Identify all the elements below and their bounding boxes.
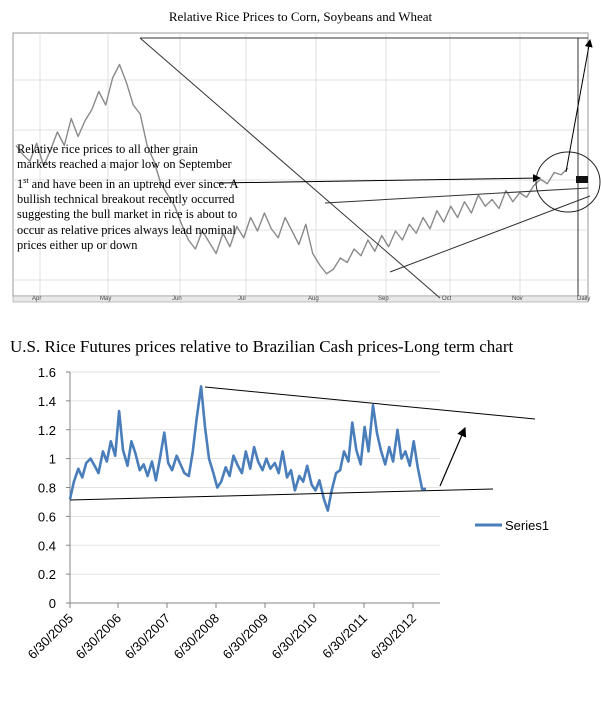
chart1-annotation: Relative rice prices to all other grain … bbox=[17, 142, 239, 253]
chart2-title: U.S. Rice Futures prices relative to Bra… bbox=[10, 337, 514, 356]
chart2-x-tick-label: 6/30/2008 bbox=[171, 611, 223, 663]
chart1-annotation-arrow bbox=[217, 174, 541, 184]
chart2-y-tick-label: 0.2 bbox=[38, 567, 56, 582]
chart2-legend-label: Series1 bbox=[505, 518, 549, 533]
chart2-y-tick-label: 0.4 bbox=[38, 538, 56, 553]
chart2-y-tick-label: 1.6 bbox=[38, 365, 56, 380]
chart2-y-tick-label: 0.6 bbox=[38, 509, 56, 524]
chart1-frame bbox=[12, 32, 589, 297]
chart2-y-tick-label: 1.4 bbox=[38, 394, 56, 409]
chart1-tick-label: Apr bbox=[32, 296, 41, 302]
annotation-text-end: and have been in an uptrend ever since. … bbox=[17, 176, 238, 252]
chart2-y-tick-label: 0 bbox=[49, 596, 56, 611]
annotation-superscript: st bbox=[23, 175, 29, 185]
chart1-tick-label: Nov bbox=[512, 296, 523, 302]
chart2-x-tick-label: 6/30/2010 bbox=[269, 611, 321, 663]
chart1-value-box bbox=[576, 176, 588, 183]
chart2-y-tick-label: 1.2 bbox=[38, 423, 56, 438]
chart1-tick-label: Daily bbox=[577, 296, 590, 302]
chart1-tick-label: Jul bbox=[238, 296, 246, 302]
chart2-x-tick-label: 6/30/2006 bbox=[73, 611, 125, 663]
chart1-tick-label: Sep bbox=[378, 296, 389, 302]
chart2-upper-trendline bbox=[204, 386, 536, 420]
chart2-x-tick-label: 6/30/2012 bbox=[368, 611, 420, 663]
chart2-y-tick-label: 0.8 bbox=[38, 481, 56, 496]
chart1-svg: Apr May Jun Jul Aug Sep Oct Nov Daily bbox=[12, 32, 601, 303]
chart2-lower-trendline bbox=[69, 488, 494, 501]
chart1-tick-label: May bbox=[100, 296, 111, 302]
chart1-uptrend-line bbox=[389, 195, 591, 273]
chart2-x-tick-label: 6/30/2007 bbox=[122, 611, 174, 663]
chart1-tick-label: Oct bbox=[442, 296, 452, 302]
chart2-x-tick-label: 6/30/2009 bbox=[220, 611, 272, 663]
chart1-resistance-line bbox=[324, 187, 589, 204]
annotation-text-start: Relative rice prices to all other grain … bbox=[17, 142, 232, 191]
chart2-series-line bbox=[68, 385, 426, 512]
chart1-price-line bbox=[15, 63, 569, 275]
chart1-tick-label: Aug bbox=[308, 296, 319, 302]
chart1-title: Relative Rice Prices to Corn, Soybeans a… bbox=[168, 9, 433, 24]
chart1-downtrend-line bbox=[139, 37, 441, 299]
chart2-y-tick-label: 1 bbox=[49, 452, 56, 467]
chart1-axis-band bbox=[12, 295, 589, 303]
chart2-x-tick-label: 6/30/2011 bbox=[319, 611, 370, 662]
chart1-tick-label: Jun bbox=[172, 296, 182, 302]
chart2-breakout-arrow bbox=[439, 426, 467, 487]
chart2-x-tick-label: 6/30/2005 bbox=[25, 611, 77, 663]
chart1-breakout-arrow bbox=[565, 39, 593, 173]
